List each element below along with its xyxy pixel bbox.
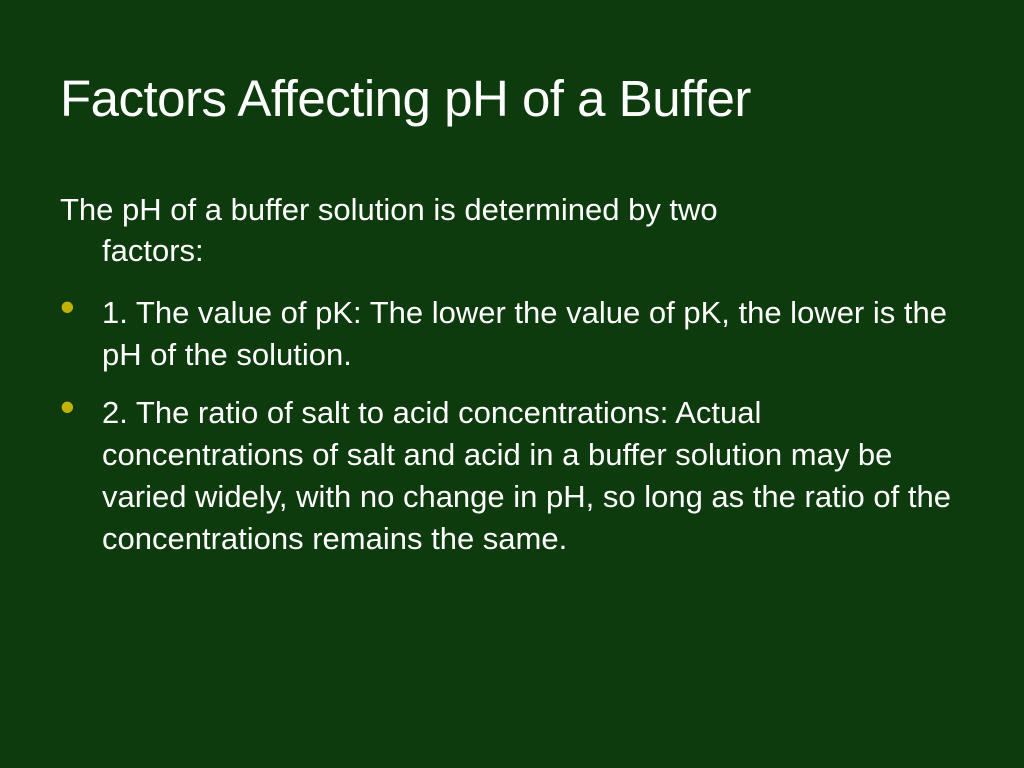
slide-container: Factors Affecting pH of a Buffer The pH … [0,0,1024,768]
bullet-list: 1. The value of pK: The lower the value … [60,292,964,559]
intro-line-2: factors: [60,233,204,268]
slide-title: Factors Affecting pH of a Buffer [60,70,964,129]
bullet-item: 1. The value of pK: The lower the value … [60,292,964,376]
bullet-item: 2. The ratio of salt to acid concentrati… [60,392,964,559]
intro-line-1: The pH of a buffer solution is determine… [60,192,718,227]
intro-text: The pH of a buffer solution is determine… [60,189,964,273]
